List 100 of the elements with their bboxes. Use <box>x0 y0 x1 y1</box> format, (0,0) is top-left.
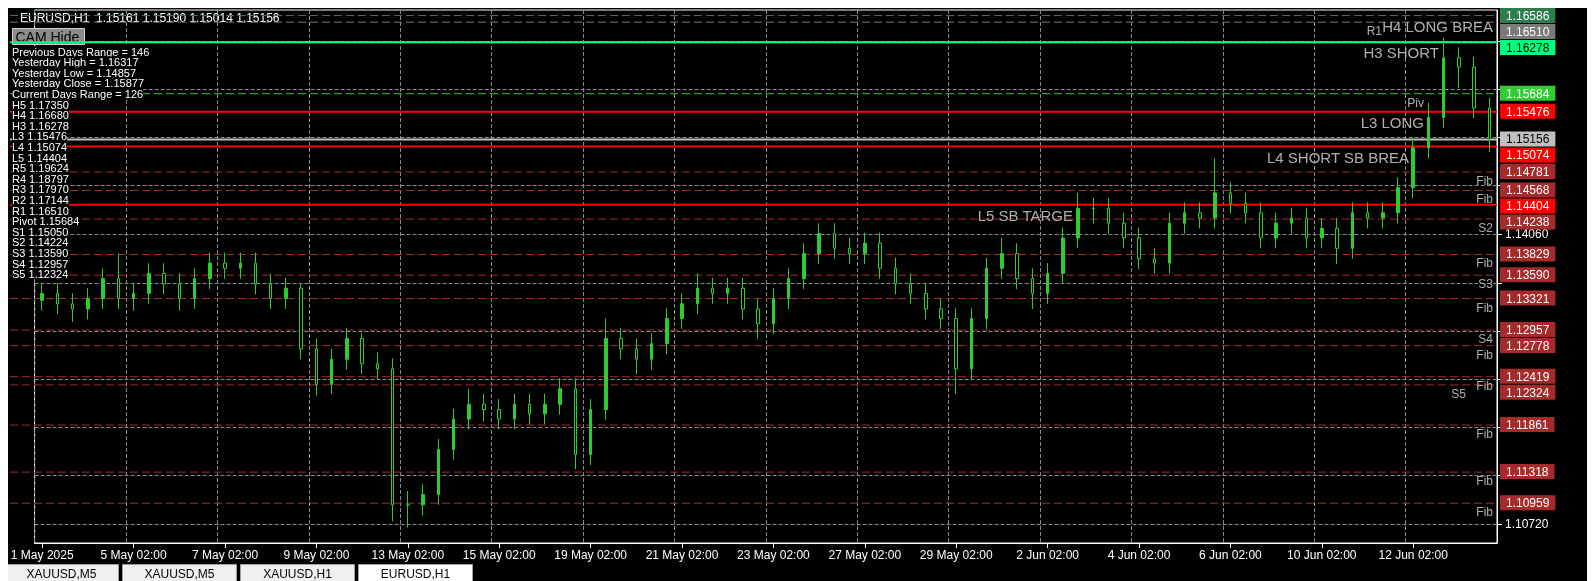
text: 1.10959 <box>1506 496 1550 511</box>
ref-line-label: Fib <box>1476 256 1494 271</box>
annotation: Pivot 1.15684 <box>12 215 80 228</box>
annotation: H4 1.16680 <box>12 109 69 122</box>
text: 1.15074 <box>1506 148 1550 163</box>
candlestick <box>1290 207 1293 235</box>
candlestick <box>1396 176 1400 224</box>
text: 1.13590 <box>1506 268 1550 283</box>
candlestick <box>863 232 867 265</box>
candlestick <box>452 408 455 461</box>
ref-line-label: R1 <box>1366 24 1383 39</box>
ref-line-label: S3 <box>1478 277 1494 292</box>
text: 1.14238 <box>1506 215 1550 230</box>
text: 1.14404 <box>1506 199 1550 214</box>
candlestick <box>269 272 272 310</box>
candlestick <box>1031 267 1034 310</box>
candlestick <box>391 357 394 522</box>
candlestick <box>1000 237 1004 280</box>
candlestick <box>970 307 973 380</box>
candlestick <box>802 242 806 290</box>
candlestick <box>985 257 988 330</box>
candlestick <box>406 490 410 528</box>
candlestick <box>726 277 729 305</box>
candlestick <box>817 222 821 265</box>
ref-line-label: S5 <box>1451 386 1467 401</box>
candlestick <box>787 267 790 310</box>
candlestick <box>1244 192 1247 224</box>
candlestick <box>650 332 653 371</box>
x-tick-label: 10 Jun 02:00 <box>1287 548 1357 562</box>
ref-line-label: S2 <box>1478 221 1494 236</box>
candlestick <box>741 277 745 320</box>
x-tick-label: 5 May 02:00 <box>100 548 167 562</box>
candlestick <box>558 377 562 416</box>
x-tick-label: 9 May 02:00 <box>283 548 350 562</box>
text: XAUUSD,H1 <box>263 566 333 581</box>
ref-line-label: H3 SHORT <box>1363 44 1439 62</box>
text: 1.11318 <box>1506 465 1549 480</box>
annotation: Yesterday Close = 1.15877 <box>12 77 144 90</box>
candlestick <box>132 282 135 312</box>
candlestick <box>1198 201 1202 229</box>
candlestick <box>178 272 181 312</box>
candlestick <box>1488 97 1491 153</box>
text: 1.13829 <box>1506 247 1550 262</box>
ref-line-label: L5 SB TARGE <box>977 206 1073 224</box>
candlestick <box>193 267 196 310</box>
ref-line-label: Fib <box>1476 474 1494 489</box>
candlestick <box>1457 46 1461 89</box>
candlestick <box>1168 212 1171 274</box>
candlestick <box>635 337 638 375</box>
ref-line-label: Fib <box>1476 300 1494 315</box>
x-tick-label: 13 May 02:00 <box>371 548 445 562</box>
annotation: L5 1.14404 <box>12 151 68 164</box>
text: XAUUSD,M5 <box>144 566 215 581</box>
annotation: S4 1.12957 <box>12 257 69 270</box>
annotation: R1 1.16510 <box>12 204 69 217</box>
candlestick <box>589 398 592 466</box>
text: 1.12324 <box>1506 385 1550 400</box>
ref-line-label: H4 LONG BREA <box>1382 17 1493 35</box>
candlestick <box>1274 212 1278 249</box>
candlestick <box>1305 207 1308 249</box>
candlestick <box>772 287 775 335</box>
candlestick <box>299 282 303 360</box>
text: EURUSD,H1 <box>380 566 451 581</box>
candlestick <box>1015 242 1019 290</box>
candlestick <box>1183 201 1186 235</box>
candlestick <box>1229 181 1232 215</box>
candlestick <box>1259 201 1263 249</box>
annotation: H3 1.16278 <box>12 119 69 132</box>
text: 1.12778 <box>1506 339 1550 354</box>
candlestick <box>86 287 90 320</box>
candlestick <box>1381 201 1385 229</box>
x-tick-label: 1 May 2025 <box>10 548 74 562</box>
annotation: R3 1.17970 <box>12 183 69 196</box>
ref-line-label: L3 LONG <box>1360 113 1424 131</box>
ref-line-label: Piv <box>1407 95 1424 110</box>
x-tick-label: 7 May 02:00 <box>192 548 259 562</box>
x-tick-label: 23 May 02:00 <box>737 548 811 562</box>
annotation: Yesterday High = 1.16317 <box>12 56 139 69</box>
candlestick <box>147 262 151 305</box>
annotation: H5 1.17350 <box>12 98 69 111</box>
text: XAUUSD,M5 <box>26 566 97 581</box>
text: 1.12957 <box>1506 323 1550 338</box>
text: 1.16278 <box>1506 41 1550 55</box>
candlestick <box>360 332 364 375</box>
text: 1.11861 <box>1506 418 1549 433</box>
candlestick <box>239 252 242 280</box>
text: 1.16586 <box>1506 9 1550 23</box>
candlestick <box>924 282 928 320</box>
candlestick <box>1046 262 1049 305</box>
candlestick <box>315 337 318 397</box>
annotation: S2 1.14224 <box>12 236 69 249</box>
candlestick <box>376 351 379 380</box>
candlestick <box>56 282 59 315</box>
candlestick <box>101 267 105 310</box>
candlestick <box>254 252 257 295</box>
candlestick <box>1427 102 1430 159</box>
candlestick <box>437 438 440 506</box>
candlestick <box>848 237 851 265</box>
annotation: L4 1.15074 <box>12 140 68 153</box>
candlestick <box>71 292 74 323</box>
